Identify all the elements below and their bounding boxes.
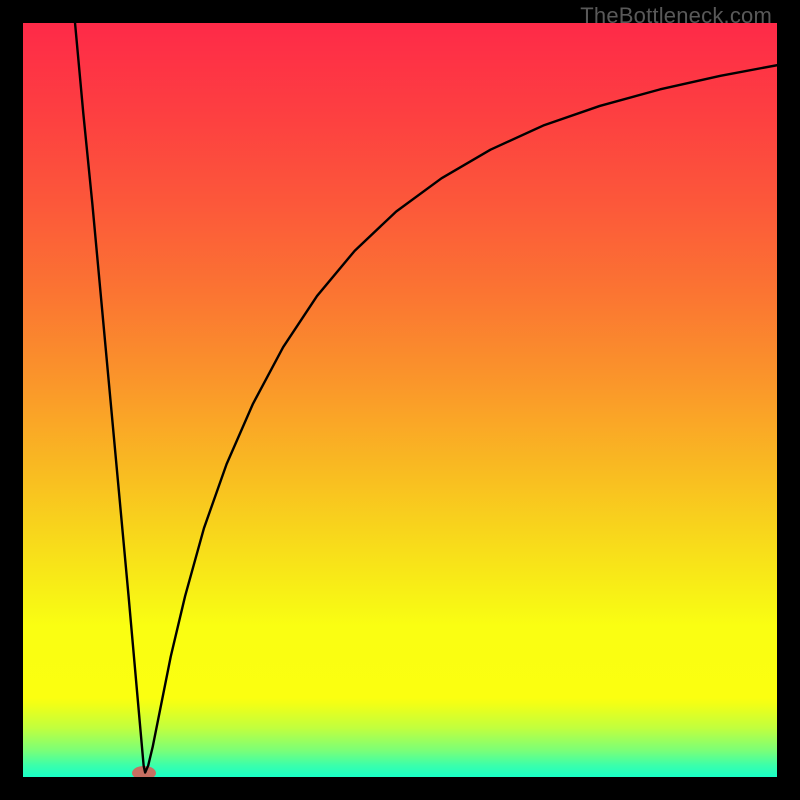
curve-layer: [23, 23, 777, 777]
bottleneck-curve: [75, 23, 777, 772]
watermark-text: TheBottleneck.com: [580, 3, 772, 29]
chart-frame: [0, 0, 800, 800]
plot-area: [23, 23, 777, 777]
